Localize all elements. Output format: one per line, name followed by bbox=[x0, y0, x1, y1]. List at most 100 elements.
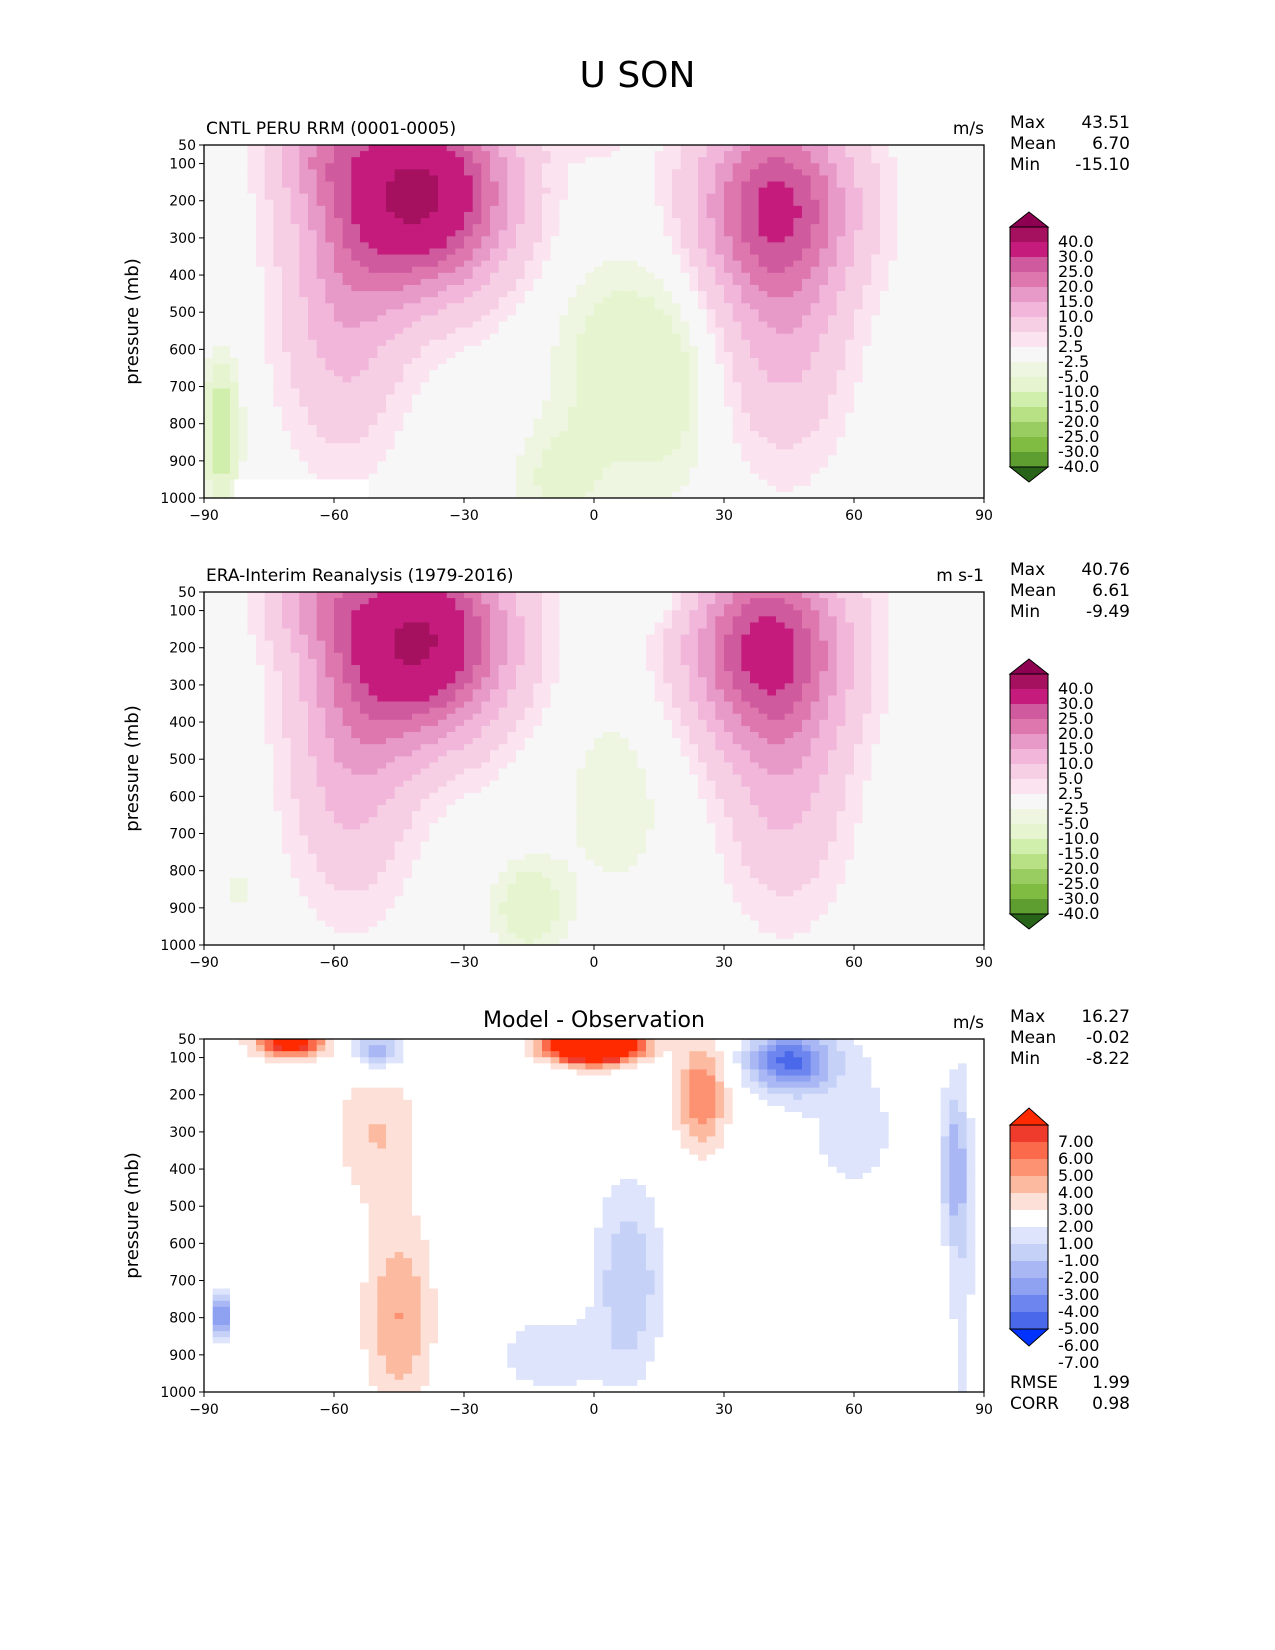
field-cell bbox=[576, 333, 586, 341]
field-cell bbox=[836, 266, 846, 274]
field-cell bbox=[654, 431, 664, 438]
field-cell bbox=[628, 163, 638, 170]
field-cell bbox=[689, 333, 699, 341]
field-cell bbox=[290, 248, 300, 256]
field-cell bbox=[516, 351, 526, 359]
field-cell bbox=[230, 327, 240, 335]
field-cell bbox=[802, 260, 812, 268]
field-cell bbox=[637, 443, 647, 450]
field-cell bbox=[923, 157, 933, 164]
field-cell bbox=[342, 291, 352, 298]
field-cell bbox=[871, 163, 881, 170]
field-cell bbox=[386, 370, 396, 377]
field-cell bbox=[611, 400, 621, 408]
field-cell bbox=[472, 309, 482, 317]
field-cell bbox=[897, 175, 907, 183]
field-cell bbox=[672, 291, 682, 298]
field-cell bbox=[637, 364, 647, 371]
field-cell bbox=[923, 382, 933, 390]
field-cell bbox=[282, 205, 292, 213]
field-cell bbox=[689, 364, 699, 371]
field-cell bbox=[507, 412, 517, 420]
field-cell bbox=[637, 424, 647, 432]
field-cell bbox=[828, 211, 838, 219]
field-cell bbox=[689, 303, 699, 310]
field-cell bbox=[212, 211, 222, 219]
field-cell bbox=[680, 358, 690, 365]
field-cell bbox=[810, 364, 820, 371]
field-cell bbox=[888, 370, 898, 377]
field-cell bbox=[637, 327, 647, 335]
field-cell bbox=[854, 327, 864, 335]
field-cell bbox=[550, 254, 560, 262]
field-cell bbox=[568, 418, 578, 426]
field-cell bbox=[637, 479, 647, 487]
field-cell bbox=[628, 242, 638, 250]
field-cell bbox=[672, 211, 682, 219]
field-cell bbox=[862, 394, 872, 402]
field-cell bbox=[776, 443, 786, 450]
field-cell bbox=[828, 278, 838, 286]
field-cell bbox=[897, 236, 907, 243]
field-cell bbox=[568, 297, 578, 304]
field-cell bbox=[247, 236, 257, 243]
field-cell bbox=[646, 211, 656, 219]
field-cell bbox=[836, 351, 846, 359]
field-cell bbox=[776, 315, 786, 323]
field-cell bbox=[490, 443, 500, 450]
field-cell bbox=[784, 418, 794, 426]
field-cell bbox=[776, 248, 786, 256]
field-cell bbox=[212, 358, 222, 365]
field-cell bbox=[472, 437, 482, 444]
field-cell bbox=[637, 376, 647, 383]
field-cell bbox=[836, 339, 846, 347]
field-cell bbox=[784, 412, 794, 420]
field-cell bbox=[776, 418, 786, 426]
field-cell bbox=[758, 431, 768, 438]
field-cell bbox=[282, 400, 292, 408]
field-cell bbox=[750, 327, 760, 335]
field-cell bbox=[654, 236, 664, 243]
field-cell bbox=[481, 297, 491, 304]
field-cell bbox=[628, 327, 638, 335]
field-cell bbox=[568, 358, 578, 365]
field-cell bbox=[776, 345, 786, 353]
field-cell bbox=[906, 157, 916, 164]
field-cell bbox=[247, 473, 257, 481]
field-cell bbox=[455, 376, 465, 383]
field-cell bbox=[758, 169, 768, 177]
field-cell bbox=[758, 327, 768, 335]
field-cell bbox=[377, 151, 387, 158]
field-cell bbox=[741, 351, 751, 359]
field-cell bbox=[680, 163, 690, 170]
field-cell bbox=[845, 473, 855, 481]
field-cell bbox=[680, 278, 690, 286]
field-cell bbox=[316, 284, 326, 292]
field-cell bbox=[524, 479, 534, 487]
field-cell bbox=[325, 431, 335, 438]
field-cell bbox=[559, 315, 569, 323]
field-cell bbox=[663, 278, 673, 286]
field-cell bbox=[351, 345, 361, 353]
field-cell bbox=[542, 291, 552, 298]
field-cell bbox=[282, 297, 292, 304]
field-cell bbox=[862, 242, 872, 250]
field-cell bbox=[914, 394, 924, 402]
field-cell bbox=[472, 455, 482, 463]
field-cell bbox=[585, 388, 595, 396]
field-cell bbox=[576, 437, 586, 444]
field-cell bbox=[732, 406, 742, 414]
field-cell bbox=[732, 303, 742, 310]
field-cell bbox=[455, 351, 465, 359]
field-cell bbox=[940, 248, 950, 256]
field-cell bbox=[299, 382, 309, 390]
field-cell bbox=[880, 297, 890, 304]
field-cell bbox=[784, 315, 794, 323]
field-cell bbox=[230, 412, 240, 420]
field-cell bbox=[888, 424, 898, 432]
field-cell bbox=[533, 370, 543, 377]
field-cell bbox=[446, 145, 456, 152]
field-cell bbox=[290, 449, 300, 456]
field-cell bbox=[724, 242, 734, 250]
field-cell bbox=[256, 284, 266, 292]
